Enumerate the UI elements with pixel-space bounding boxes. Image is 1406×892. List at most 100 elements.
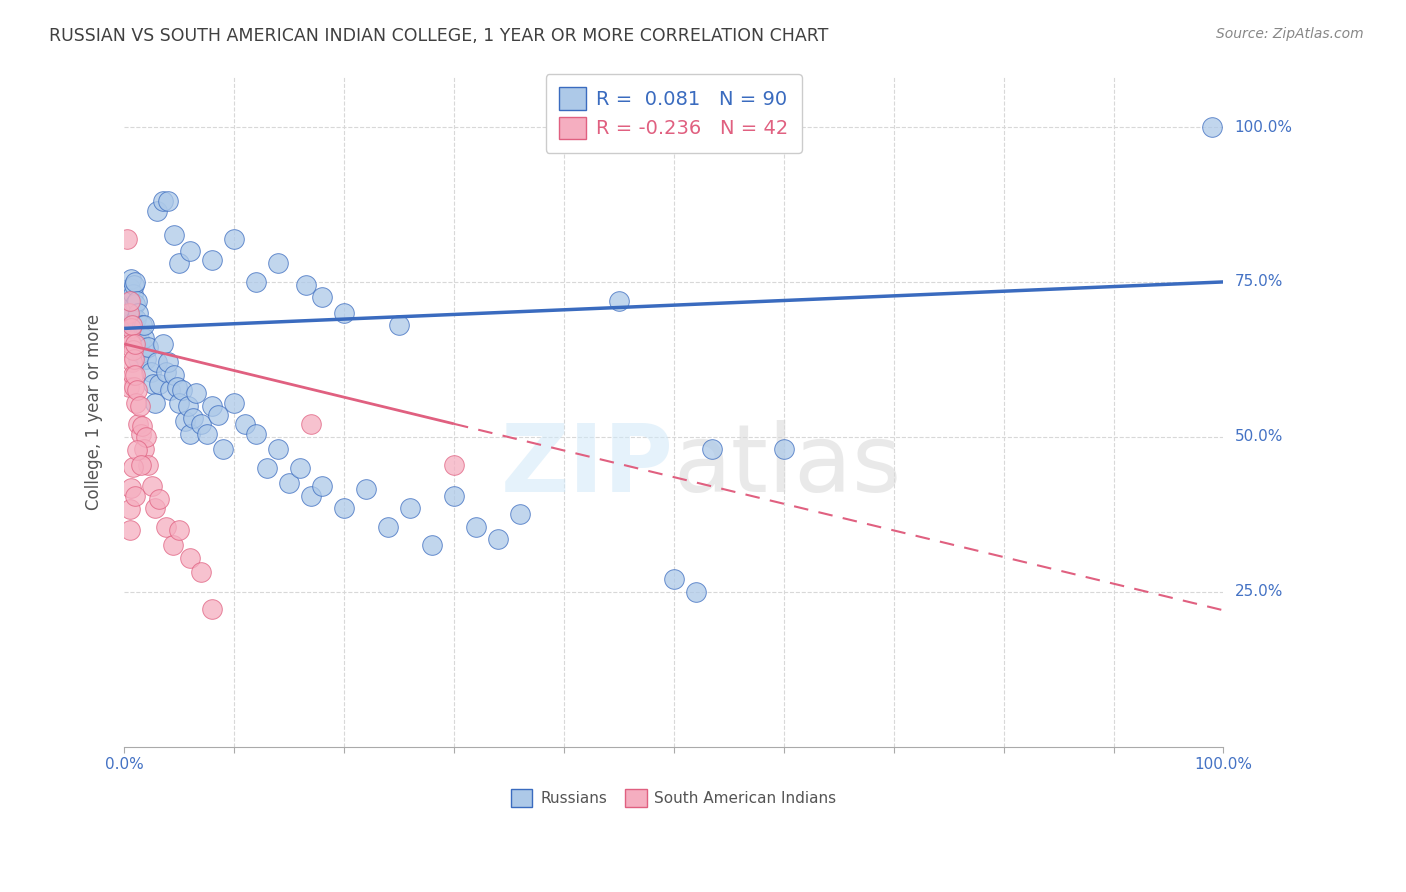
- Point: [685, 584, 707, 599]
- Text: Source: ZipAtlas.com: Source: ZipAtlas.com: [1216, 27, 1364, 41]
- Point: [129, 458, 152, 472]
- Point: [212, 442, 235, 457]
- Point: [117, 306, 139, 320]
- Point: [173, 414, 195, 428]
- Point: [118, 281, 141, 295]
- Point: [222, 396, 245, 410]
- Point: [152, 337, 174, 351]
- Point: [120, 293, 142, 308]
- Point: [124, 296, 146, 310]
- Point: [122, 368, 145, 382]
- Point: [136, 340, 159, 354]
- Text: RUSSIAN VS SOUTH AMERICAN INDIAN COLLEGE, 1 YEAR OR MORE CORRELATION CHART: RUSSIAN VS SOUTH AMERICAN INDIAN COLLEGE…: [49, 27, 828, 45]
- Point: [233, 417, 256, 432]
- Point: [167, 396, 190, 410]
- Point: [184, 386, 207, 401]
- Point: [127, 384, 149, 398]
- Point: [117, 231, 139, 245]
- Point: [132, 442, 155, 457]
- Point: [167, 523, 190, 537]
- Point: [122, 459, 145, 474]
- Point: [377, 519, 399, 533]
- Point: [190, 565, 212, 579]
- Point: [141, 479, 163, 493]
- Point: [132, 318, 155, 333]
- Point: [155, 519, 177, 533]
- Point: [120, 337, 142, 351]
- Point: [333, 501, 356, 516]
- Point: [172, 384, 194, 398]
- Point: [354, 483, 377, 497]
- Point: [125, 331, 148, 345]
- Point: [245, 426, 267, 441]
- Point: [127, 443, 149, 458]
- Point: [122, 380, 145, 394]
- Point: [125, 312, 148, 326]
- Point: [311, 479, 333, 493]
- Point: [201, 602, 224, 616]
- Point: [124, 489, 146, 503]
- Point: [120, 272, 142, 286]
- Point: [464, 519, 486, 533]
- Point: [122, 343, 145, 357]
- Point: [132, 331, 155, 345]
- Point: [128, 334, 150, 348]
- Point: [142, 377, 165, 392]
- Point: [129, 346, 152, 360]
- Y-axis label: College, 1 year or more: College, 1 year or more: [86, 314, 103, 510]
- Point: [124, 337, 146, 351]
- Point: [278, 476, 301, 491]
- Point: [207, 408, 229, 422]
- Point: [157, 194, 180, 209]
- Point: [122, 325, 145, 339]
- Point: [299, 417, 322, 432]
- Point: [146, 355, 169, 369]
- Point: [139, 365, 162, 379]
- Point: [190, 417, 212, 432]
- Point: [299, 489, 322, 503]
- Point: [152, 194, 174, 209]
- Text: ZIP: ZIP: [501, 419, 673, 512]
- Point: [388, 318, 411, 333]
- Point: [256, 460, 278, 475]
- Text: 100.0%: 100.0%: [1234, 120, 1292, 135]
- Point: [122, 287, 145, 301]
- Point: [124, 275, 146, 289]
- Point: [267, 256, 290, 270]
- Point: [420, 538, 443, 552]
- Point: [129, 426, 152, 441]
- Point: [195, 426, 218, 441]
- Point: [120, 321, 142, 335]
- Text: 50.0%: 50.0%: [1234, 429, 1282, 444]
- Point: [131, 318, 153, 333]
- Point: [443, 489, 465, 503]
- Point: [245, 275, 267, 289]
- Point: [117, 380, 139, 394]
- Point: [124, 368, 146, 382]
- Point: [135, 352, 157, 367]
- Point: [120, 481, 142, 495]
- Point: [121, 355, 143, 369]
- Point: [146, 203, 169, 218]
- Point: [143, 501, 166, 516]
- Point: [136, 458, 159, 472]
- Point: [201, 253, 224, 268]
- Point: [162, 368, 184, 382]
- Point: [183, 411, 205, 425]
- Point: [118, 523, 141, 537]
- Point: [662, 572, 685, 586]
- Point: [177, 399, 200, 413]
- Point: [772, 442, 794, 457]
- Point: [159, 384, 181, 398]
- Point: [121, 318, 143, 333]
- Point: [333, 306, 356, 320]
- Point: [121, 306, 143, 320]
- Point: [118, 502, 141, 516]
- Point: [117, 293, 139, 308]
- Point: [311, 290, 333, 304]
- Point: [143, 396, 166, 410]
- Point: [607, 293, 630, 308]
- Point: [148, 377, 170, 392]
- Point: [443, 458, 465, 472]
- Point: [127, 293, 149, 308]
